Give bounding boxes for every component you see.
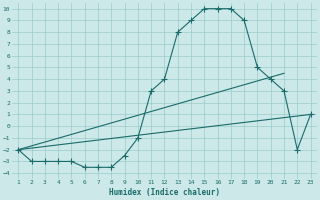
X-axis label: Humidex (Indice chaleur): Humidex (Indice chaleur): [109, 188, 220, 197]
